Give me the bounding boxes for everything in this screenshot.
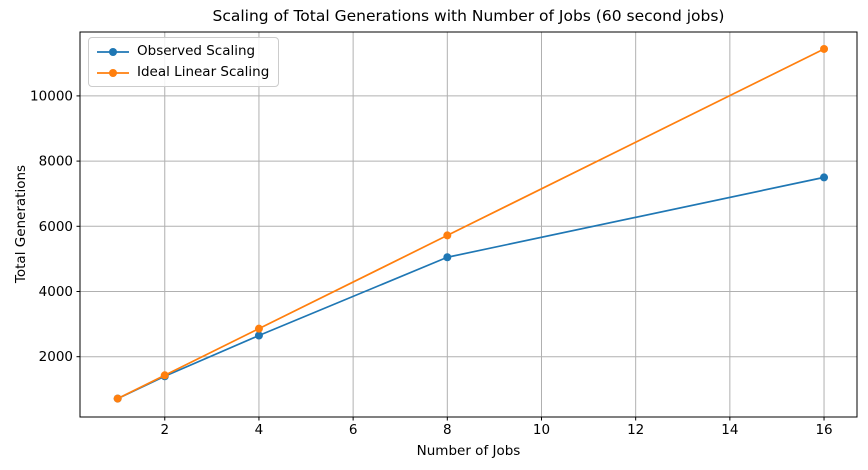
data-point-observed-scaling	[443, 253, 452, 262]
legend-item-ideal-linear-scaling: Ideal Linear Scaling	[96, 64, 269, 81]
line-marker-icon	[97, 47, 129, 56]
data-point-ideal-linear-scaling	[113, 394, 122, 403]
x-tick-label: 10	[533, 422, 550, 438]
data-point-observed-scaling	[254, 331, 263, 340]
x-tick-label: 8	[443, 422, 452, 438]
y-tick-label: 2000	[39, 349, 73, 365]
plot-border	[79, 31, 858, 418]
x-tick-label: 6	[349, 422, 358, 438]
series-line-observed-scaling	[116, 176, 825, 400]
series-line-ideal-linear-scaling	[116, 48, 825, 400]
data-point-ideal-linear-scaling	[254, 324, 263, 333]
data-point-ideal-linear-scaling	[820, 44, 829, 53]
x-tick-label: 12	[627, 422, 644, 438]
y-axis-label: Total Generations	[13, 164, 29, 284]
y-tick-label: 6000	[39, 219, 73, 235]
data-point-ideal-linear-scaling	[443, 231, 452, 240]
data-point-observed-scaling	[820, 173, 829, 182]
x-tick-label: 14	[721, 422, 738, 438]
data-point-ideal-linear-scaling	[160, 371, 169, 380]
y-tick-label: 10000	[30, 88, 73, 104]
y-tick-label: 4000	[39, 284, 73, 300]
y-tick-label: 8000	[39, 154, 73, 170]
legend-item-observed-scaling: Observed Scaling	[96, 43, 269, 60]
chart-title: Scaling of Total Generations with Number…	[212, 7, 725, 25]
x-tick-label: 2	[160, 422, 169, 438]
line-marker-icon	[97, 68, 129, 77]
legend-label: Ideal Linear Scaling	[137, 64, 270, 80]
legend-label: Observed Scaling	[137, 43, 256, 59]
x-tick-label: 4	[255, 422, 264, 438]
legend: Observed Scaling Ideal Linear Scaling	[88, 37, 280, 87]
x-axis-label: Number of Jobs	[416, 443, 521, 459]
x-tick-label: 16	[815, 422, 832, 438]
